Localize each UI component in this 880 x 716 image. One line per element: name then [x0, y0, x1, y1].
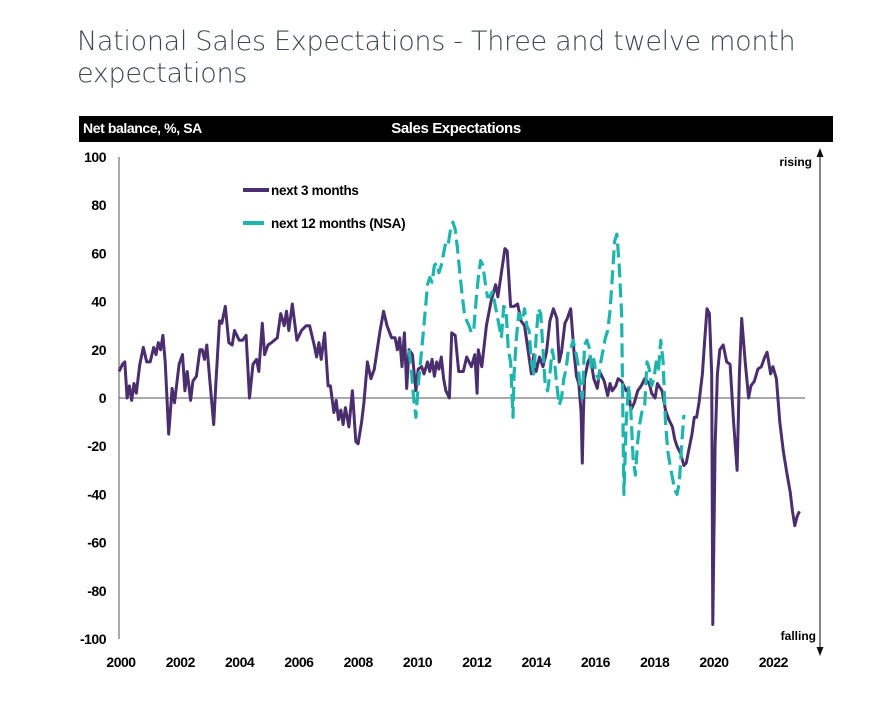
series-layer	[117, 220, 801, 626]
y-tick-label: -40	[87, 486, 106, 502]
arrow-down-icon	[816, 647, 824, 656]
x-axis-ticks: 2000 2002 2004 2006 2008 2010 2012 2014 2016 2018…	[106, 654, 789, 670]
y-tick-label: -80	[87, 583, 106, 599]
x-tick-label: 2016	[581, 654, 611, 670]
x-tick-label: 2010	[403, 654, 433, 670]
rising-label: rising	[779, 155, 812, 169]
x-tick-label: 2012	[462, 654, 492, 670]
x-tick-label: 2022	[759, 654, 789, 670]
y-tick-label: 80	[91, 197, 106, 213]
x-tick-label: 2014	[522, 654, 552, 670]
series-line-next-12-months	[407, 220, 686, 496]
y-axis-ticks: 100 80 60 40 20 0 -20 -40 -60 -80 -100	[80, 149, 107, 647]
x-tick-label: 2008	[344, 654, 374, 670]
x-tick-label: 2018	[640, 654, 670, 670]
x-tick-label: 2006	[284, 654, 314, 670]
y-tick-label: 100	[84, 149, 107, 165]
series-line-next-3-months	[117, 247, 801, 626]
chart-header-bar: Net balance, %, SA Sales Expectations	[79, 116, 833, 142]
chart-title: Sales Expectations	[391, 120, 521, 137]
legend-label-next-3-months: next 3 months	[271, 183, 359, 198]
x-tick-label: 2002	[166, 654, 196, 670]
y-tick-label: -100	[80, 631, 107, 647]
direction-indicator: rising falling	[779, 148, 824, 656]
y-tick-label: -60	[87, 535, 106, 551]
x-tick-label: 2004	[225, 654, 255, 670]
y-tick-label: -20	[87, 438, 106, 454]
y-axis-unit-label: Net balance, %, SA	[83, 120, 202, 136]
x-tick-label: 2000	[106, 654, 136, 670]
arrow-up-icon	[816, 148, 824, 157]
x-tick-label: 2020	[699, 654, 729, 670]
y-tick-label: 40	[91, 294, 106, 310]
y-tick-label: 60	[91, 245, 106, 261]
legend-label-next-12-months: next 12 months (NSA)	[271, 216, 405, 231]
y-tick-label: 0	[99, 390, 107, 406]
legend: next 3 months next 12 months (NSA)	[243, 183, 406, 231]
page-title: National Sales Expectations - Three and …	[77, 26, 796, 89]
falling-label: falling	[781, 629, 816, 643]
y-tick-label: 20	[91, 342, 106, 358]
